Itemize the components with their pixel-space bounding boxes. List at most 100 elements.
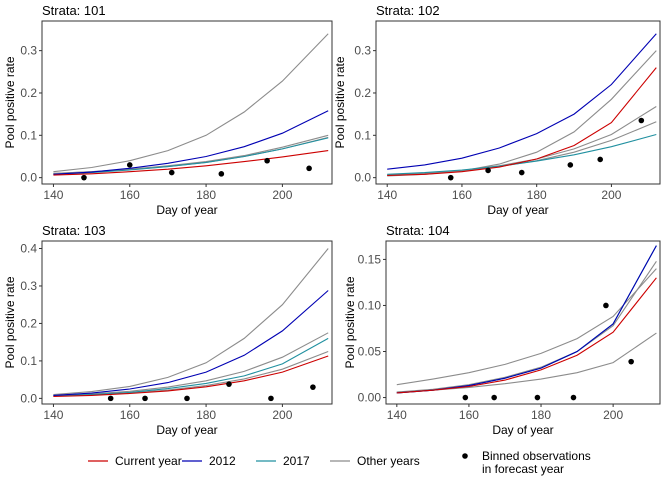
observation-point (567, 162, 574, 168)
y-tick-label: 0.4 (20, 241, 37, 255)
series-line-2012 (387, 33, 657, 170)
legend-label-line2: in forecast year (482, 462, 564, 476)
series-line-2012 (53, 290, 329, 396)
x-tick-label: 180 (531, 408, 551, 422)
series-lines (396, 245, 657, 394)
panel-title: Strata: 101 (42, 3, 106, 18)
panel-3: Strata: 103 0.0 0.1 0.2 0.3 0.4 140 160 180 200 Da… (3, 223, 333, 437)
x-tick-label: 160 (452, 188, 472, 202)
legend-swatch (462, 453, 468, 459)
observation-point (126, 162, 133, 168)
panel-4: Strata: 104 0.00 0.05 0.10 0.15 140 160 180 200 D… (343, 223, 661, 437)
observation-point (485, 167, 491, 174)
legend-label: 2017 (283, 454, 310, 468)
observation-point (628, 358, 634, 365)
y-tick-label: 0.2 (20, 86, 37, 100)
y-tick-label: 0.3 (354, 44, 371, 58)
panel-2: Strata: 102 0.0 0.1 0.2 0.3 140 160 180 200 Day o… (333, 3, 661, 217)
observation-point (462, 394, 469, 401)
observation-point (81, 174, 87, 181)
x-tick-label: 160 (459, 408, 479, 422)
observation-point (107, 395, 114, 402)
series-line-2012 (53, 110, 329, 175)
legend-label: Other years (357, 454, 420, 468)
series-line-other-year (396, 260, 657, 393)
series-line-2017 (53, 137, 329, 175)
series-lines (53, 33, 329, 176)
observation-point (570, 394, 577, 401)
x-tick-label: 200 (603, 408, 623, 422)
x-tick-label: 140 (43, 408, 63, 422)
y-axis-label: Pool positive rate (3, 56, 17, 148)
x-tick-label: 180 (196, 188, 216, 202)
series-line-other-year (53, 332, 329, 396)
x-tick-label: 200 (272, 408, 292, 422)
x-axis-label: Day of year (487, 203, 548, 217)
panel-title: Strata: 104 (386, 223, 450, 238)
y-tick-label: 0.15 (358, 252, 382, 266)
observation-point (603, 302, 609, 309)
plot-area (375, 20, 661, 185)
x-tick-label: 160 (120, 188, 140, 202)
series-line-other-year (53, 33, 329, 173)
y-tick-label: 0.0 (20, 391, 37, 405)
y-tick-label: 0.1 (20, 354, 37, 368)
x-tick-label: 160 (120, 408, 140, 422)
y-tick-label: 0.1 (20, 128, 37, 142)
y-axis-label: Pool positive rate (3, 276, 17, 368)
y-axis-label: Pool positive rate (343, 276, 357, 368)
legend-label: Current year (115, 454, 182, 468)
series-line-current-year (53, 355, 329, 398)
legend-label: Binned observations (482, 449, 591, 463)
observation-point (168, 169, 175, 176)
observation-point (226, 381, 232, 387)
x-tick-label: 180 (196, 408, 216, 422)
series-line-current-year (396, 277, 657, 394)
observation-point (597, 156, 604, 163)
observation-point (518, 169, 525, 176)
panel-title: Strata: 102 (376, 3, 440, 18)
series-line-current-year (387, 67, 657, 177)
series-line-2017 (387, 133, 657, 175)
legend-item: Current year (88, 454, 182, 468)
x-tick-label: 140 (387, 408, 407, 422)
y-axis-label: Pool positive rate (333, 56, 347, 148)
series-lines (53, 248, 329, 398)
y-tick-label: 0.0 (20, 171, 37, 185)
observation-point (534, 394, 541, 401)
observation-point (306, 165, 312, 172)
y-tick-label: 0.1 (354, 128, 371, 142)
series-line-other-year (396, 268, 657, 386)
observation-point (264, 157, 270, 164)
y-tick-label: 0.3 (20, 44, 37, 58)
legend: Current year 2012 2017 Other years Binned ob… (88, 449, 591, 476)
legend-item: 2012 (182, 454, 236, 468)
y-tick-label: 0.2 (20, 316, 37, 330)
observation-point (218, 171, 225, 177)
x-axis-label: Day of year (492, 423, 553, 437)
x-tick-label: 140 (377, 188, 397, 202)
x-tick-label: 180 (527, 188, 547, 202)
y-tick-label: 0.05 (358, 345, 382, 359)
observation-point (638, 117, 645, 124)
series-lines (387, 33, 657, 177)
x-tick-label: 140 (43, 188, 63, 202)
legend-item: Other years (330, 454, 420, 468)
observation-point (268, 395, 274, 402)
panels: Strata: 101 0.0 0.1 0.2 0.3 140 160 180 200 Day o… (3, 3, 661, 437)
panel-title: Strata: 103 (42, 223, 106, 238)
y-tick-label: 0.2 (354, 86, 371, 100)
y-tick-label: 0.3 (20, 279, 37, 293)
y-tick-label: 0.10 (358, 298, 382, 312)
x-tick-label: 200 (601, 188, 621, 202)
legend-item: 2017 (256, 454, 310, 468)
observation-point (310, 384, 316, 390)
x-axis-label: Day of year (156, 423, 217, 437)
observation-point (184, 395, 190, 402)
series-line-other-year (53, 248, 329, 396)
x-axis-label: Day of year (156, 203, 217, 217)
x-tick-label: 200 (272, 188, 292, 202)
panel-1: Strata: 101 0.0 0.1 0.2 0.3 140 160 180 200 Day o… (3, 3, 333, 217)
